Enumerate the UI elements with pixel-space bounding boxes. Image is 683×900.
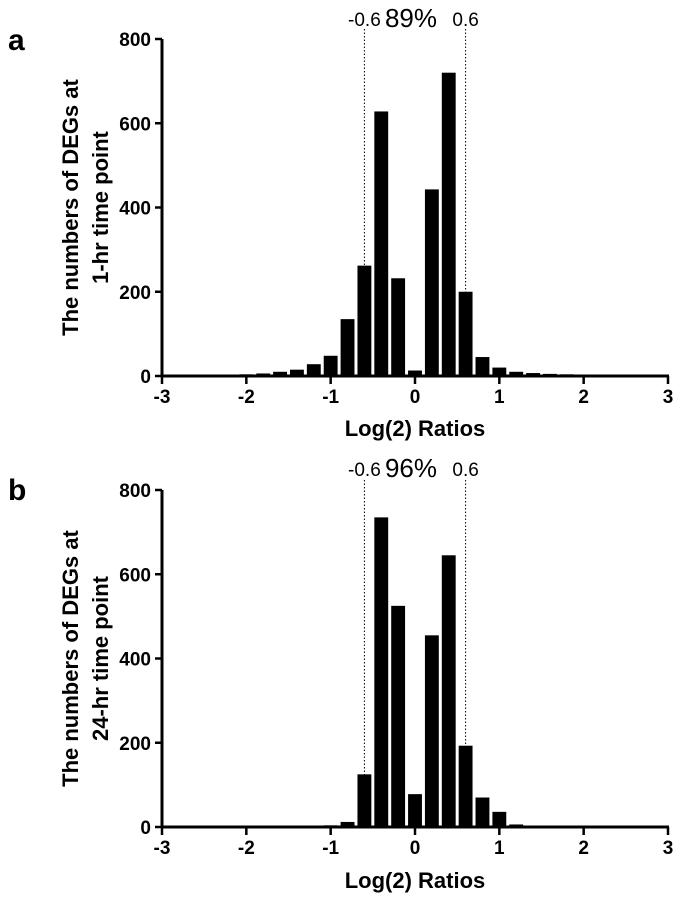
bar: [340, 319, 355, 376]
bar: [340, 821, 355, 827]
cutoff-label: 0.6: [452, 460, 478, 481]
y-tick-label: 0: [140, 818, 151, 839]
y-tick-label: 400: [119, 199, 151, 220]
y-tick-label: 800: [119, 30, 151, 51]
panel-label: a: [8, 24, 25, 57]
y-tick-label: 0: [140, 367, 151, 388]
chart-panel-b: b -0.6 0.6 96% 0 200 400 600 800 -3 -2 -1 0 1 2 3 Log(2)…: [8, 453, 673, 893]
bar: [306, 364, 321, 376]
percentage-label: 89%: [385, 3, 437, 33]
bar: [391, 605, 406, 827]
x-tick-label: 3: [663, 387, 674, 408]
bar: [441, 72, 456, 376]
x-axis-title: Log(2) Ratios: [345, 868, 486, 893]
y-tick-label: 400: [119, 650, 151, 671]
bar: [475, 797, 490, 827]
x-tick-label: -1: [322, 387, 339, 408]
x-tick-label: 0: [410, 838, 421, 859]
y-axis-title-line: 1-hr time point: [88, 130, 113, 283]
bar: [492, 811, 507, 827]
bar: [357, 774, 372, 827]
bar: [374, 111, 389, 376]
x-tick-label: 2: [578, 387, 589, 408]
panel-label: b: [8, 474, 26, 507]
bar: [408, 794, 422, 827]
y-tick-label: 200: [119, 734, 151, 755]
x-tick-label: -1: [322, 838, 339, 859]
bar: [424, 189, 439, 376]
y-axis-title-line: The numbers of DEGs at: [58, 529, 83, 786]
bar: [374, 517, 389, 827]
cutoff-label: -0.6: [348, 460, 381, 481]
cutoff-label: 0.6: [452, 10, 478, 31]
x-axis-title: Log(2) Ratios: [345, 416, 486, 441]
chart-panel-a: a -0.6 0.6 89% 0 200 400 600 800 -3 -2 -1 0 1 2 3 Log(2)…: [8, 3, 673, 441]
x-tick-label: 0: [410, 387, 421, 408]
y-axis-title-line: The numbers of DEGs at: [58, 78, 83, 335]
y-tick-label: 600: [119, 114, 151, 135]
bar: [290, 369, 304, 376]
bar: [509, 371, 524, 376]
y-axis-title-line: 24-hr time point: [88, 575, 113, 741]
bar: [408, 370, 422, 376]
x-tick-label: 2: [578, 838, 589, 859]
percentage-label: 96%: [385, 453, 437, 483]
cutoff-label: -0.6: [348, 10, 381, 31]
bar: [441, 555, 456, 827]
x-tick-label: 1: [494, 838, 505, 859]
bar: [424, 635, 439, 827]
y-tick-label: 600: [119, 565, 151, 586]
y-tick-label: 200: [119, 283, 151, 304]
bar: [475, 357, 490, 376]
x-tick-label: -3: [154, 387, 171, 408]
x-tick-label: 1: [494, 387, 505, 408]
y-tick-label: 800: [119, 481, 151, 502]
x-tick-label: -2: [238, 838, 255, 859]
bar: [458, 745, 473, 827]
x-tick-label: -3: [154, 838, 171, 859]
bar: [273, 371, 287, 376]
bar: [323, 355, 338, 376]
x-tick-label: -2: [238, 387, 255, 408]
bar: [391, 278, 406, 376]
x-tick-label: 3: [663, 838, 674, 859]
bar: [492, 367, 507, 376]
